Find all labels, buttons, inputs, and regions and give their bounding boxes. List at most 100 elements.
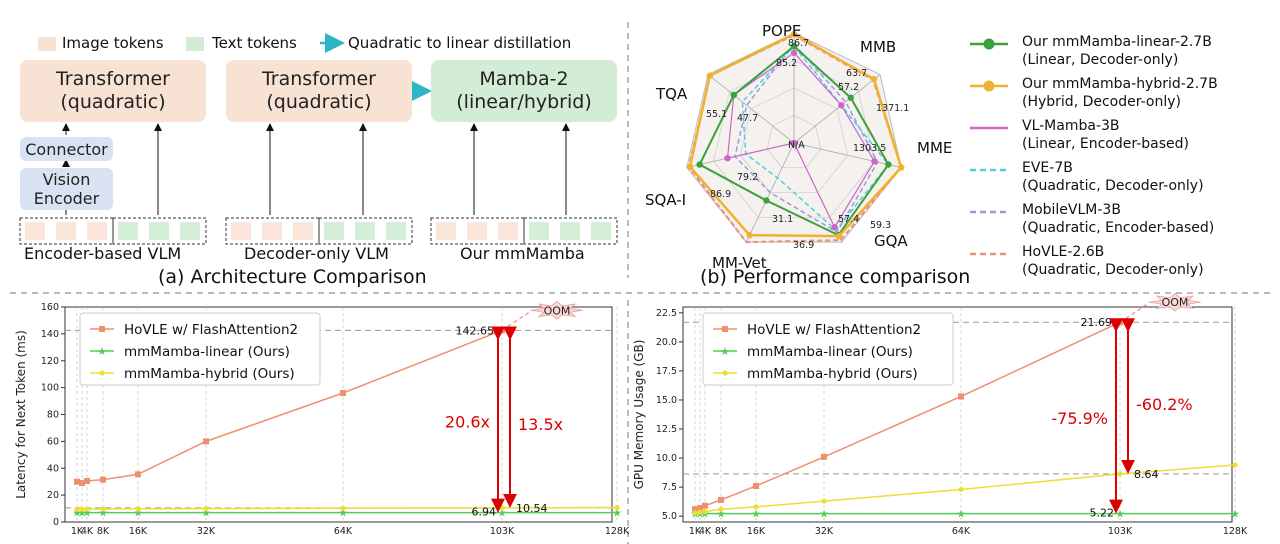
x-tick-label: 103K [490, 526, 515, 537]
data-point [499, 327, 505, 334]
data-point [753, 482, 759, 489]
oom-label: OOM [1162, 296, 1189, 309]
x-tick-label: 64K [334, 526, 353, 537]
data-point: ★ [72, 507, 82, 520]
data-point: ★ [612, 507, 622, 520]
radar-value-label: 63.7 [846, 68, 867, 79]
legend-marker-icon [722, 370, 728, 376]
y-tick-label: 60 [47, 436, 59, 447]
y-tick-label: 120 [41, 356, 59, 367]
data-point [203, 505, 209, 512]
mmmamba-label: Our mmMamba [460, 244, 585, 263]
data-point [135, 506, 141, 512]
radar-spoke [793, 142, 843, 243]
radar-spoke [707, 74, 795, 144]
x-tick-label: 4K [699, 526, 712, 537]
legend-series-label: HoVLE w/ FlashAttention2 [747, 322, 921, 338]
radar-axis-label: MMB [860, 38, 896, 56]
radar-value-label: 1371.1 [876, 103, 909, 114]
data-point [340, 505, 346, 511]
legend-marker-icon [722, 326, 728, 332]
x-tick-label: 128K [1223, 526, 1248, 537]
data-point [718, 506, 724, 512]
radar-background [686, 32, 902, 243]
hovle-series [687, 34, 903, 244]
data-point: ★ [751, 508, 761, 521]
y-tick-label: 17.5 [656, 366, 677, 377]
legend-sub: (Linear, Encoder-based) [1022, 136, 1189, 152]
oom-burst-icon [1149, 292, 1201, 312]
ratio-hybrid-label: 13.5x [518, 415, 563, 434]
vlmamba-series-point [871, 158, 878, 165]
data-point [100, 506, 106, 512]
peak-value-label: 21.69 [1081, 316, 1113, 329]
y-tick-label: 10.0 [656, 453, 677, 464]
text-token-swatch [186, 37, 204, 51]
data-point [692, 510, 698, 516]
data-point [753, 504, 759, 510]
mmmamba-hybrid-series-point [835, 232, 843, 240]
data-point [692, 506, 698, 513]
vlmamba-series-point [724, 154, 731, 162]
legend-marker-icon [99, 370, 105, 376]
legend-marker-icon [99, 326, 105, 332]
mmmamba-linear-series-point [696, 161, 703, 168]
mmmamba-linear-series-point [730, 91, 737, 99]
oom-burst-icon [531, 301, 583, 320]
ratio-hybrid-label: -60.2% [1136, 395, 1193, 414]
data-point [697, 505, 703, 512]
vlmamba-series-point [790, 49, 798, 56]
mmmamba-hybrid-series-point [706, 72, 713, 79]
ratio-linear-label: 20.6x [445, 412, 490, 431]
vlmamba-series-point [831, 224, 838, 231]
y-tick-label: 40 [47, 463, 59, 474]
data-point [79, 480, 85, 487]
x-tick-label: 8K [715, 526, 728, 537]
legend-series-label: HoVLE w/ FlashAttention2 [124, 322, 298, 338]
data-point [702, 508, 708, 515]
mamba-box: Mamba-2 (linear/hybrid) [431, 60, 617, 122]
x-tick-label: 128K [605, 526, 630, 537]
linear-end-label: 5.22 [1090, 507, 1115, 520]
chart-legend-box [702, 312, 954, 386]
series-line [694, 321, 1121, 510]
data-point [958, 486, 964, 493]
radar-spoke [793, 74, 881, 144]
radar-value-label: 85.2 [776, 58, 797, 69]
data-point [697, 509, 703, 515]
plot-frame [682, 306, 1233, 523]
data-point [499, 505, 505, 511]
legend-sub: (Quadratic, Encoder-based) [1022, 220, 1215, 236]
peak-value-label: 142.65 [456, 324, 495, 337]
data-point: ★ [700, 508, 710, 521]
data-point [84, 506, 90, 512]
data-point: ★ [690, 508, 700, 521]
eve-series [741, 45, 890, 232]
x-tick-label: 1K [71, 526, 84, 537]
radar-grid-ring [740, 87, 848, 193]
y-tick-label: 80 [47, 410, 59, 421]
data-point: ★ [716, 508, 726, 521]
chart-legend-box [79, 312, 321, 386]
data-point [79, 506, 85, 512]
data-point: ★ [201, 507, 211, 520]
x-tick-label: 32K [197, 526, 216, 537]
mmmamba-linear-series-point [847, 94, 854, 101]
y-tick-label: 160 [41, 302, 59, 313]
radar-spoke [686, 142, 795, 168]
data-point [614, 504, 620, 511]
radar-value-label: 57.4 [838, 214, 859, 225]
data-point [100, 476, 106, 483]
image-token-label: Image tokens [62, 34, 164, 52]
data-point [84, 478, 90, 485]
encoder-vlm-label: Encoder-based VLM [24, 244, 182, 263]
vision-encoder-box: Vision Encoder [20, 168, 113, 210]
data-point: ★ [98, 507, 108, 520]
y-tick-label: 20.0 [656, 337, 677, 348]
x-tick-label: 1K [689, 526, 702, 537]
caption-a: (a) Architecture Comparison [158, 266, 427, 288]
radar-axis-label: TQA [655, 85, 688, 103]
legend-name: MobileVLM-3B [1022, 202, 1121, 218]
data-point: ★ [695, 508, 705, 521]
series-line [76, 329, 503, 484]
